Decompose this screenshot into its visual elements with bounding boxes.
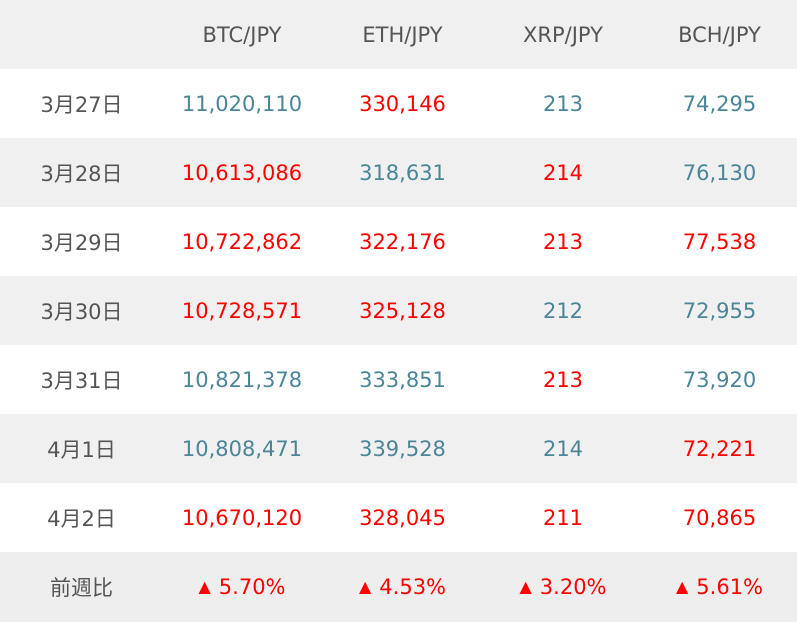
date-label: 3月30日 (0, 276, 163, 345)
header-btc-jpy: BTC/JPY (163, 0, 321, 69)
price-cell-btc: 10,670,120 (163, 483, 321, 552)
triangle-up-icon: ▲ (519, 577, 532, 596)
price-cell-eth: 318,631 (321, 138, 484, 207)
table-row: 3月28日 10,613,086 318,631 214 76,130 (0, 138, 797, 207)
date-label: 3月28日 (0, 138, 163, 207)
price-cell-eth: 328,045 (321, 483, 484, 552)
price-cell-xrp: 212 (484, 276, 642, 345)
table-row: 4月1日 10,808,471 339,528 214 72,221 (0, 414, 797, 483)
price-cell-xrp: 211 (484, 483, 642, 552)
price-cell-btc: 10,613,086 (163, 138, 321, 207)
date-label: 3月27日 (0, 69, 163, 138)
weekly-change-value: 3.20% (539, 575, 607, 599)
price-cell-btc: 11,020,110 (163, 69, 321, 138)
price-cell-xrp: 213 (484, 345, 642, 414)
date-label: 4月2日 (0, 483, 163, 552)
date-label: 3月29日 (0, 207, 163, 276)
table-header: BTC/JPY ETH/JPY XRP/JPY BCH/JPY (0, 0, 797, 69)
weekly-change-value: 5.70% (218, 575, 286, 599)
price-cell-bch: 72,955 (642, 276, 797, 345)
price-cell-bch: 76,130 (642, 138, 797, 207)
header-bch-jpy: BCH/JPY (642, 0, 797, 69)
price-cell-eth: 330,146 (321, 69, 484, 138)
price-cell-bch: 73,920 (642, 345, 797, 414)
price-cell-bch: 70,865 (642, 483, 797, 552)
triangle-up-icon: ▲ (675, 577, 689, 596)
table-row: 3月29日 10,722,862 322,176 213 77,538 (0, 207, 797, 276)
table-row: 3月27日 11,020,110 330,146 213 74,295 (0, 69, 797, 138)
header-xrp-jpy: XRP/JPY (484, 0, 642, 69)
price-cell-xrp: 214 (484, 414, 642, 483)
weekly-change-value: 5.61% (696, 575, 764, 599)
price-cell-eth: 333,851 (321, 345, 484, 414)
price-cell-xrp: 214 (484, 138, 642, 207)
price-cell-btc: 10,728,571 (163, 276, 321, 345)
price-cell-bch: 77,538 (642, 207, 797, 276)
summary-label: 前週比 (0, 552, 163, 622)
price-cell-btc: 10,821,378 (163, 345, 321, 414)
weekly-change-eth: ▲ 4.53% (321, 552, 484, 622)
summary-row: 前週比 ▲ 5.70% ▲ 4.53% ▲ 3.20% ▲ 5.61% (0, 552, 797, 622)
price-cell-eth: 339,528 (321, 414, 484, 483)
price-cell-eth: 325,128 (321, 276, 484, 345)
table-row: 3月31日 10,821,378 333,851 213 73,920 (0, 345, 797, 414)
header-row: BTC/JPY ETH/JPY XRP/JPY BCH/JPY (0, 0, 797, 69)
triangle-up-icon: ▲ (198, 577, 211, 596)
price-cell-xrp: 213 (484, 207, 642, 276)
table-body: 3月27日 11,020,110 330,146 213 74,295 3月28日 10,6… (0, 69, 797, 622)
price-cell-bch: 72,221 (642, 414, 797, 483)
weekly-change-xrp: ▲ 3.20% (484, 552, 642, 622)
price-cell-btc: 10,722,862 (163, 207, 321, 276)
header-date (0, 0, 163, 69)
price-cell-xrp: 213 (484, 69, 642, 138)
weekly-change-btc: ▲ 5.70% (163, 552, 321, 622)
header-eth-jpy: ETH/JPY (321, 0, 484, 69)
price-cell-bch: 74,295 (642, 69, 797, 138)
weekly-change-value: 4.53% (379, 575, 447, 599)
triangle-up-icon: ▲ (358, 577, 372, 596)
price-cell-eth: 322,176 (321, 207, 484, 276)
table-row: 4月2日 10,670,120 328,045 211 70,865 (0, 483, 797, 552)
weekly-change-bch: ▲ 5.61% (642, 552, 797, 622)
date-label: 4月1日 (0, 414, 163, 483)
table-row: 3月30日 10,728,571 325,128 212 72,955 (0, 276, 797, 345)
price-cell-btc: 10,808,471 (163, 414, 321, 483)
date-label: 3月31日 (0, 345, 163, 414)
